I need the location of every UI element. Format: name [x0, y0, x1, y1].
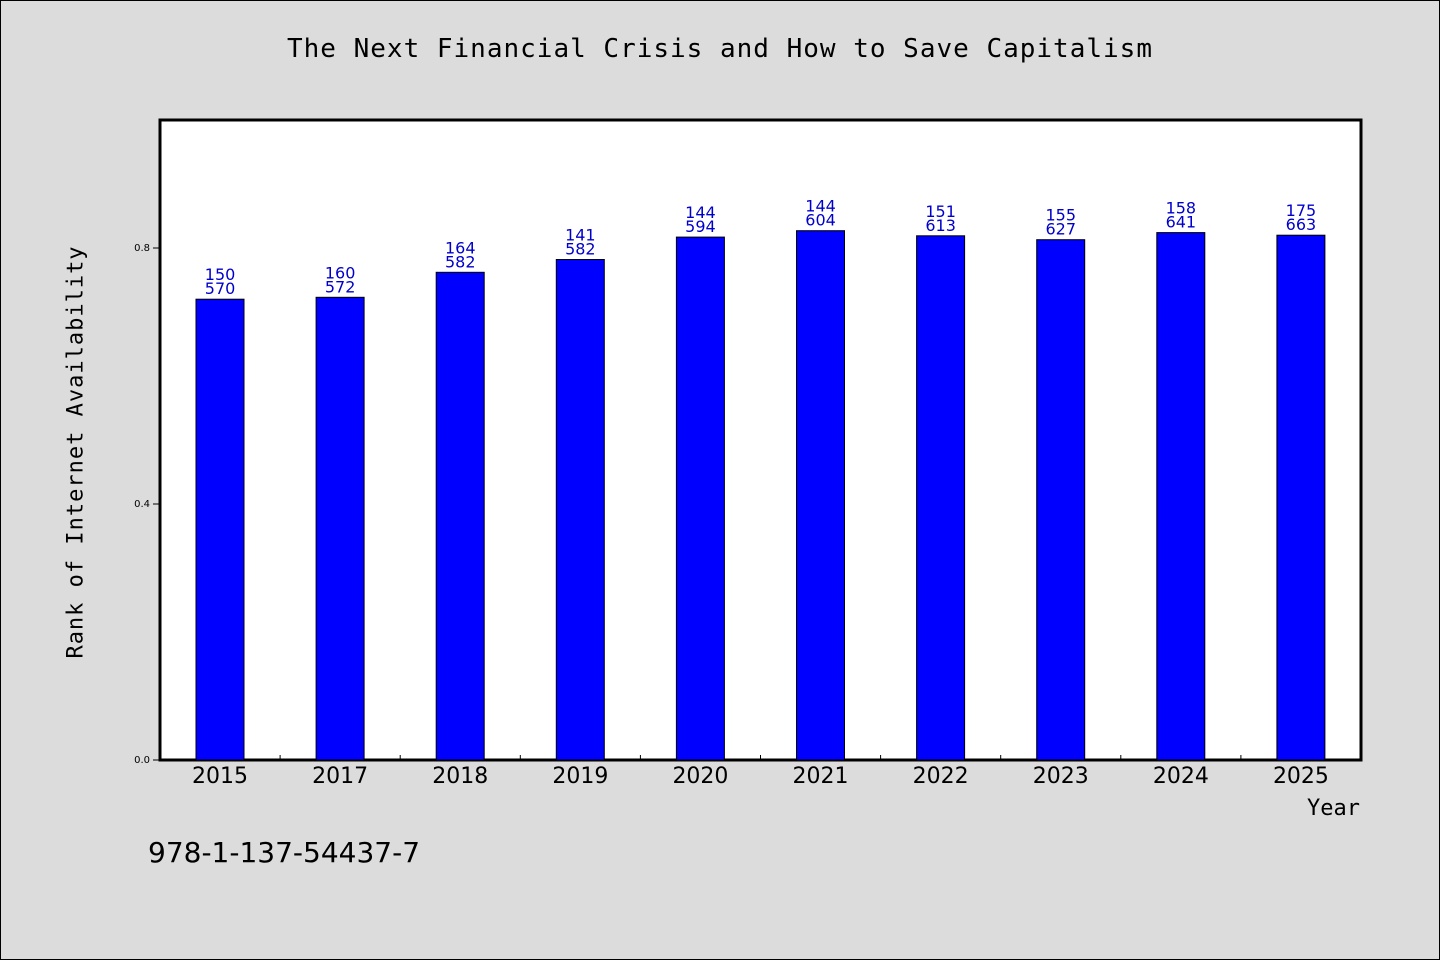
bar-label-top-2015: 150: [205, 265, 236, 284]
x-tick-label-2018: 2018: [432, 764, 488, 789]
x-tick-label-2017: 2017: [312, 764, 368, 789]
bar-label-bottom-2015: 570: [205, 279, 236, 298]
bar-label-bottom-2024: 641: [1166, 213, 1197, 232]
chart-title: The Next Financial Crisis and How to Sav…: [287, 34, 1153, 64]
x-tick-label-2025: 2025: [1273, 764, 1329, 789]
bar-2025: [1276, 234, 1326, 761]
y-tick-label: 0.4: [134, 499, 150, 510]
bar-2017: [315, 296, 365, 761]
bar-label-bottom-2021: 604: [805, 211, 836, 230]
x-tick-label-2015: 2015: [192, 764, 248, 789]
y-tick-label: 0.0: [134, 755, 150, 766]
x-tick-label-2022: 2022: [913, 764, 969, 789]
x-tick-label-2020: 2020: [672, 764, 728, 789]
bars-group: [195, 230, 1326, 761]
bar-label-top-2021: 144: [805, 197, 836, 216]
bar-label-bottom-2020: 594: [685, 217, 716, 236]
y-axis: 0.0 0.4 0.8: [134, 243, 160, 766]
bar-2024: [1156, 232, 1206, 761]
isbn-code: 978-1-137-54437-7: [148, 836, 421, 869]
x-tick-label-2024: 2024: [1153, 764, 1209, 789]
bar-label-bottom-2025: 663: [1286, 215, 1317, 234]
bar-label-top-2019: 141: [565, 226, 596, 245]
bar-label-top-2020: 144: [685, 203, 716, 222]
bar-label-top-2025: 175: [1286, 201, 1317, 220]
bar-label-bottom-2018: 582: [445, 252, 476, 271]
bar-2021: [796, 230, 845, 761]
bar-label-bottom-2019: 582: [565, 240, 596, 259]
bar-2023: [1036, 239, 1086, 761]
bar-2022: [916, 235, 966, 761]
x-tick-label-2019: 2019: [552, 764, 608, 789]
bar-label-top-2022: 151: [925, 202, 956, 221]
bar-2019: [555, 259, 605, 761]
x-tick-label-2021: 2021: [793, 764, 849, 789]
bar-label-bottom-2017: 572: [325, 277, 356, 296]
bar-label-bottom-2023: 627: [1045, 220, 1076, 239]
bar-label-top-2017: 160: [325, 263, 356, 282]
bar-2020: [675, 236, 725, 761]
bar-label-top-2018: 164: [445, 238, 476, 257]
bar-2018: [435, 271, 485, 761]
bar-label-bottom-2022: 613: [925, 216, 956, 235]
y-tick-label: 0.8: [134, 243, 150, 254]
bar-2015: [195, 298, 245, 761]
x-axis: 2015 2017 2018 2019 2020 2021 2022 2023 2024 2025: [192, 755, 1329, 789]
bar-label-top-2023: 155: [1045, 206, 1076, 225]
x-axis-label: Year: [1307, 796, 1360, 821]
y-axis-label: Rank of Internet Availability: [63, 245, 89, 659]
x-tick-label-2023: 2023: [1033, 764, 1089, 789]
bar-label-top-2024: 158: [1166, 199, 1197, 218]
